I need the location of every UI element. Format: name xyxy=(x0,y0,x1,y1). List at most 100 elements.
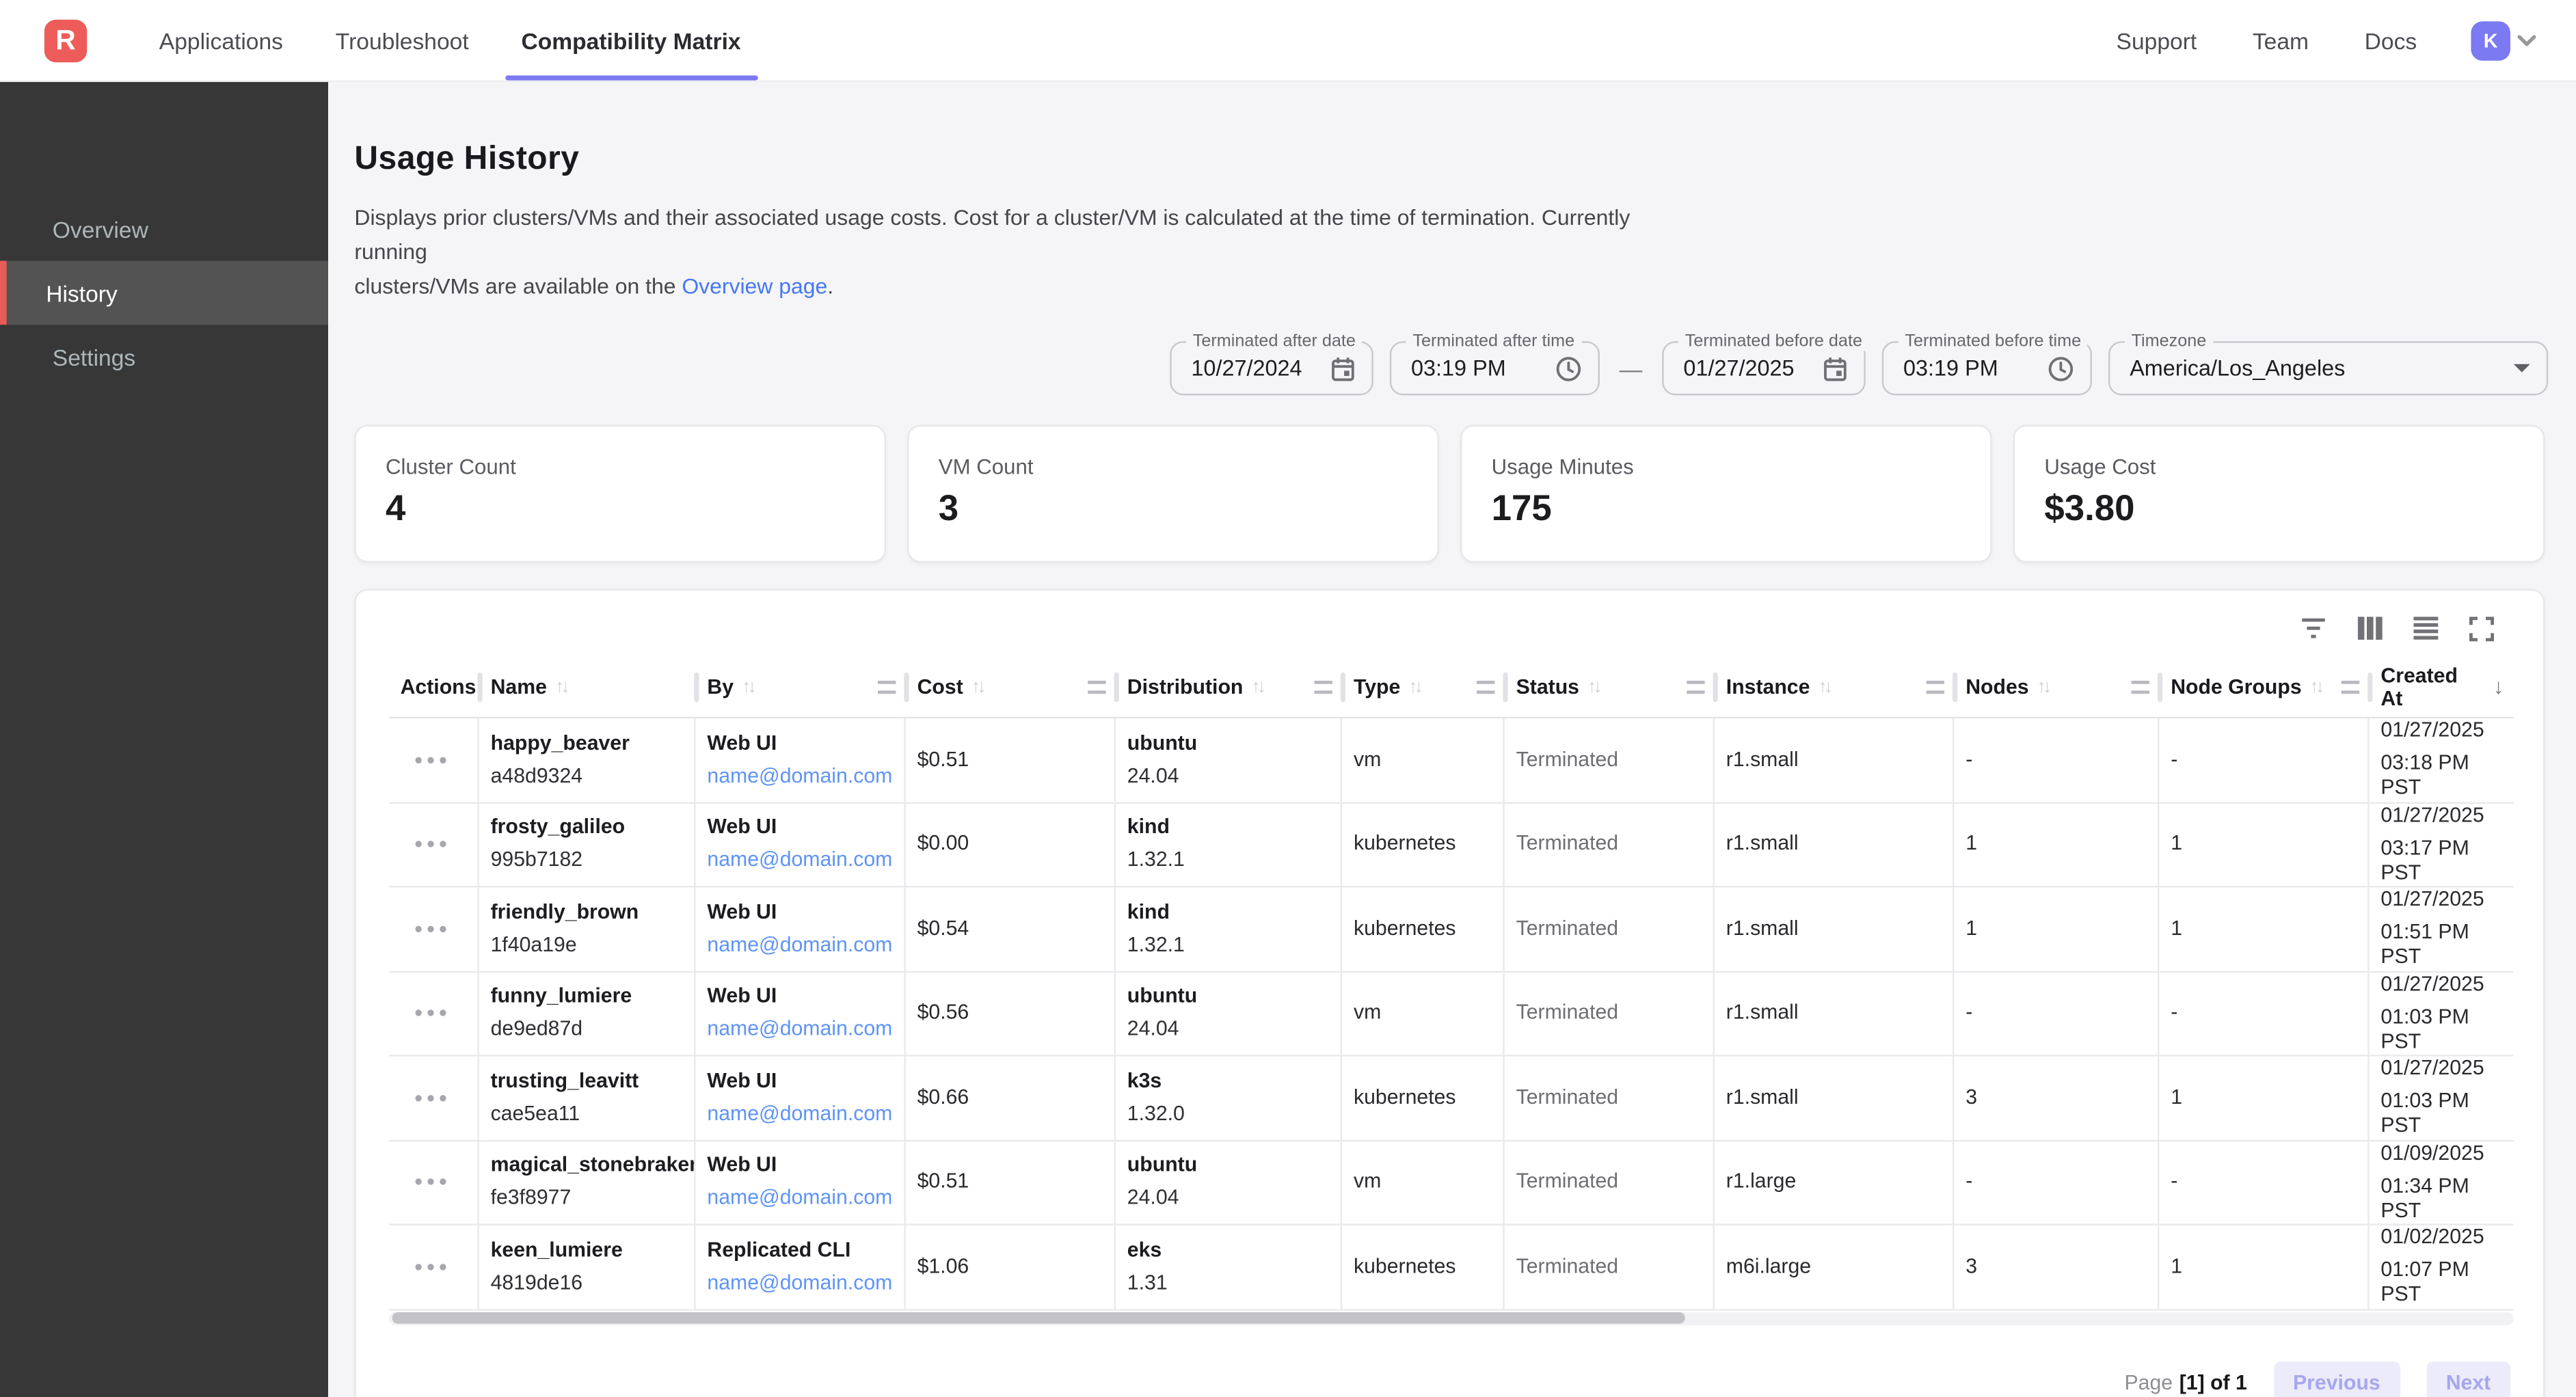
column-menu-icon[interactable] xyxy=(1687,679,1705,694)
sort-icon[interactable]: ↑↓ xyxy=(554,677,570,696)
next-page-button[interactable]: Next xyxy=(2426,1360,2511,1397)
created-by-email-link[interactable]: name@domain.com xyxy=(707,1271,893,1294)
column-header-instance[interactable]: Instance ↑↓ xyxy=(1715,656,1958,717)
columns-icon[interactable] xyxy=(2354,614,2384,643)
column-separator xyxy=(694,673,699,703)
cluster-name: funny_lumiere xyxy=(490,984,632,1008)
clock-icon[interactable] xyxy=(2048,355,2074,381)
created-by-email-link[interactable]: name@domain.com xyxy=(707,933,893,956)
column-header-created-at[interactable]: Created At ↓ xyxy=(2380,663,2504,709)
cost: $0.51 xyxy=(917,747,969,771)
row-actions-button[interactable]: ●●● xyxy=(414,1004,451,1021)
column-header-node-groups[interactable]: Node Groups ↑↓ xyxy=(2159,656,2373,717)
created-by-email-link[interactable]: name@domain.com xyxy=(707,763,893,787)
calendar-icon[interactable] xyxy=(1823,355,1847,381)
nav-docs[interactable]: Docs xyxy=(2364,27,2417,53)
created-time: 01:03 PM PST xyxy=(2380,1089,2469,1137)
row-actions-button[interactable]: ●●● xyxy=(414,835,451,852)
scrollbar-thumb[interactable] xyxy=(392,1312,1685,1324)
column-menu-icon[interactable] xyxy=(1314,679,1332,694)
stat-value: 3 xyxy=(938,487,959,528)
previous-page-button[interactable]: Previous xyxy=(2273,1360,2400,1397)
column-header-distribution[interactable]: Distribution ↑↓ xyxy=(1116,656,1346,717)
column-header-by[interactable]: By ↑↓ xyxy=(696,656,909,717)
created-by: Web UI xyxy=(707,900,777,923)
nav-team[interactable]: Team xyxy=(2252,27,2309,53)
column-menu-icon[interactable] xyxy=(1926,679,1944,694)
row-actions-button[interactable]: ●●● xyxy=(414,1089,451,1106)
horizontal-scrollbar[interactable] xyxy=(388,1311,2514,1325)
distribution: kind xyxy=(1127,815,1170,839)
column-header-status[interactable]: Status ↑↓ xyxy=(1505,656,1718,717)
type: kubernetes xyxy=(1354,1254,1456,1278)
created-time: 01:03 PM PST xyxy=(2380,1005,2469,1053)
nodes: 1 xyxy=(1965,917,1978,940)
description-line2-prefix: clusters/VMs are available on the xyxy=(354,273,682,299)
terminated-after-time-field[interactable]: Terminated after time 03:19 PM xyxy=(1389,331,1600,396)
node-groups: 1 xyxy=(2171,1254,2183,1278)
distribution-version: 1.32.1 xyxy=(1127,933,1185,956)
filter-bar: Terminated after date 10/27/2024 Termina… xyxy=(354,331,2549,396)
column-header-name[interactable]: Name ↑↓ xyxy=(479,656,699,717)
sort-icon[interactable]: ↑↓ xyxy=(971,677,987,696)
nav-troubleshoot[interactable]: Troubleshoot xyxy=(335,27,469,53)
usage-table-card: Actions Name ↑↓ By ↑↓ Cost ↑↓ Distribution ↑… xyxy=(354,588,2545,1397)
nav-left: R Applications Troubleshoot Compatibilit… xyxy=(0,0,767,81)
column-menu-icon[interactable] xyxy=(2341,679,2360,694)
row-actions-button[interactable]: ●●● xyxy=(414,919,451,936)
sort-icon[interactable]: ↑↓ xyxy=(1408,677,1423,696)
sidebar-item-overview[interactable]: Overview xyxy=(52,215,148,242)
row-actions-button[interactable]: ●●● xyxy=(414,750,451,768)
stat-card-cluster-count: Cluster Count 4 xyxy=(354,424,886,563)
cluster-name: magical_stonebraker xyxy=(490,1153,696,1177)
page-title: Usage History xyxy=(354,141,580,178)
instance: r1.small xyxy=(1726,1001,1799,1025)
sidebar-item-settings[interactable]: Settings xyxy=(52,343,136,370)
terminated-before-date-field[interactable]: Terminated before date 01/27/2025 xyxy=(1662,331,1869,396)
created-date: 01/27/2025 xyxy=(2380,718,2484,742)
sort-icon[interactable]: ↑↓ xyxy=(1587,677,1602,696)
density-icon[interactable] xyxy=(2411,614,2440,643)
sidebar-item-history[interactable]: History xyxy=(0,260,329,325)
created-by-email-link[interactable]: name@domain.com xyxy=(707,1186,893,1210)
created-time: 03:17 PM PST xyxy=(2380,836,2469,884)
distribution: k3s xyxy=(1127,1069,1162,1092)
sort-icon[interactable]: ↑↓ xyxy=(1818,677,1833,696)
overview-page-link[interactable]: Overview page xyxy=(682,273,828,299)
clock-icon[interactable] xyxy=(1555,355,1581,381)
chevron-down-icon[interactable] xyxy=(2517,33,2537,46)
terminated-before-date-label: Terminated before date xyxy=(1678,331,1869,351)
column-header-cost[interactable]: Cost ↑↓ xyxy=(906,656,1119,717)
nodes: 1 xyxy=(1965,832,1978,855)
row-actions-button[interactable]: ●●● xyxy=(414,1258,451,1275)
sort-desc-icon[interactable]: ↓ xyxy=(2493,674,2504,699)
nav-support[interactable]: Support xyxy=(2116,27,2197,53)
column-menu-icon[interactable] xyxy=(878,679,896,694)
created-by-email-link[interactable]: name@domain.com xyxy=(707,1102,893,1125)
avatar[interactable]: K xyxy=(2471,21,2511,60)
sort-icon[interactable]: ↑↓ xyxy=(2037,677,2052,696)
fullscreen-icon[interactable] xyxy=(2466,614,2495,643)
replicated-logo[interactable]: R xyxy=(44,18,88,62)
distribution-version: 24.04 xyxy=(1127,1186,1179,1210)
nav-applications[interactable]: Applications xyxy=(159,27,284,53)
filter-icon[interactable] xyxy=(2298,614,2328,643)
cost: $0.51 xyxy=(917,1169,969,1193)
sort-icon[interactable]: ↑↓ xyxy=(2309,677,2325,696)
row-actions-button[interactable]: ●●● xyxy=(414,1173,451,1190)
created-by-email-link[interactable]: name@domain.com xyxy=(707,848,893,871)
sort-icon[interactable]: ↑↓ xyxy=(742,677,757,696)
terminated-before-time-field[interactable]: Terminated before time 03:19 PM xyxy=(1881,331,2092,396)
sort-icon[interactable]: ↑↓ xyxy=(1251,677,1266,696)
timezone-select[interactable]: Timezone America/Los_Angeles xyxy=(2108,331,2549,396)
created-by-email-link[interactable]: name@domain.com xyxy=(707,1017,893,1041)
column-menu-icon[interactable] xyxy=(2131,679,2150,694)
page-indicator: Page [1] of 1 xyxy=(2124,1370,2247,1394)
calendar-icon[interactable] xyxy=(1330,355,1355,381)
terminated-after-date-field[interactable]: Terminated after date 10/27/2024 xyxy=(1170,331,1373,396)
column-menu-icon[interactable] xyxy=(1477,679,1495,694)
column-header-nodes[interactable]: Nodes ↑↓ xyxy=(1954,656,2163,717)
column-header-type[interactable]: Type ↑↓ xyxy=(1342,656,1508,717)
column-menu-icon[interactable] xyxy=(1088,679,1106,694)
nav-compatibility-matrix[interactable]: Compatibility Matrix xyxy=(505,0,757,81)
